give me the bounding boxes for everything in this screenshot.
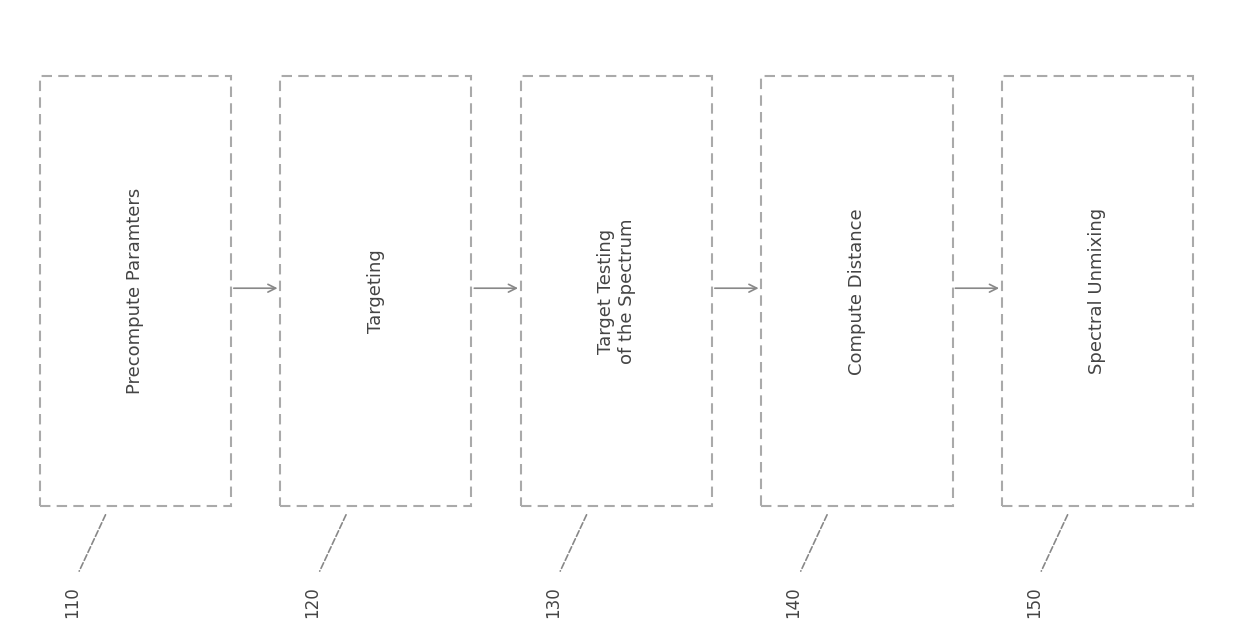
Text: Target Testing
of the Spectrum: Target Testing of the Spectrum xyxy=(597,219,636,364)
FancyBboxPatch shape xyxy=(761,76,953,506)
Text: 110: 110 xyxy=(63,586,81,618)
Text: Spectral Unmixing: Spectral Unmixing xyxy=(1088,208,1106,374)
Text: 130: 130 xyxy=(544,586,563,618)
Text: Targeting: Targeting xyxy=(367,250,385,333)
Text: Precompute Paramters: Precompute Paramters xyxy=(126,188,145,394)
FancyBboxPatch shape xyxy=(1002,76,1193,506)
Text: 120: 120 xyxy=(304,586,321,618)
Text: Compute Distance: Compute Distance xyxy=(847,208,866,374)
FancyBboxPatch shape xyxy=(40,76,230,506)
Text: 150: 150 xyxy=(1025,586,1043,618)
FancyBboxPatch shape xyxy=(520,76,712,506)
Text: 140: 140 xyxy=(784,586,803,618)
FancyBboxPatch shape xyxy=(280,76,472,506)
